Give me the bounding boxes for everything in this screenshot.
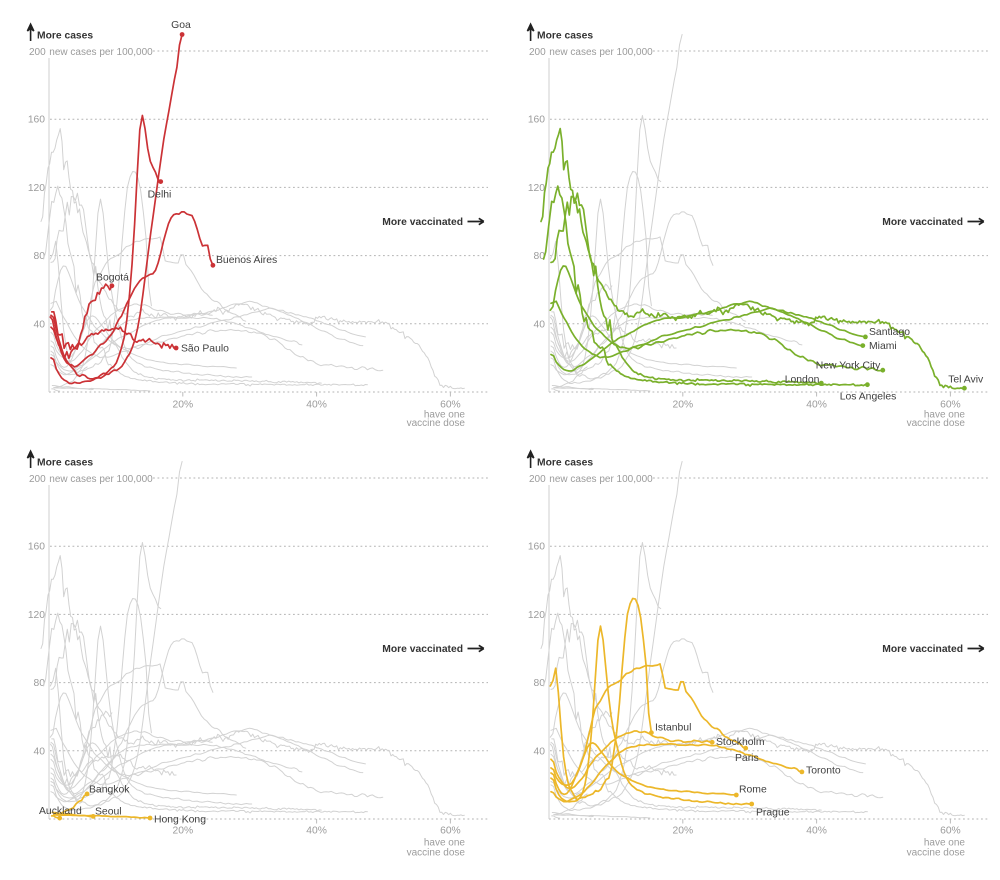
svg-text:Rome: Rome	[739, 785, 767, 796]
svg-text:Seoul: Seoul	[95, 807, 122, 818]
svg-text:60%: 60%	[440, 826, 461, 837]
svg-text:40: 40	[534, 319, 546, 330]
svg-text:London: London	[785, 374, 820, 385]
svg-text:80: 80	[34, 251, 46, 262]
svg-text:Toronto: Toronto	[806, 766, 841, 777]
svg-text:40: 40	[534, 746, 546, 757]
svg-text:200 new cases per 100,000: 200 new cases per 100,000	[29, 474, 153, 485]
svg-text:Buenos Aires: Buenos Aires	[216, 255, 277, 266]
svg-text:120: 120	[528, 183, 545, 194]
svg-text:40%: 40%	[806, 400, 827, 411]
svg-text:Los Angeles: Los Angeles	[840, 392, 897, 403]
svg-text:Stockholm: Stockholm	[716, 737, 765, 748]
svg-text:More vaccinated: More vaccinated	[382, 217, 463, 228]
svg-text:Auckland: Auckland	[39, 806, 82, 817]
svg-text:20%: 20%	[672, 826, 693, 837]
svg-text:120: 120	[28, 610, 45, 621]
svg-text:120: 120	[528, 610, 545, 621]
svg-text:160: 160	[28, 115, 45, 126]
svg-text:More cases: More cases	[37, 30, 93, 41]
svg-text:40: 40	[34, 746, 46, 757]
svg-text:More vaccinated: More vaccinated	[882, 217, 963, 228]
svg-text:have one: have one	[424, 410, 466, 421]
svg-text:60%: 60%	[940, 400, 961, 411]
svg-text:200 new cases per 100,000: 200 new cases per 100,000	[529, 474, 653, 485]
svg-text:160: 160	[528, 115, 545, 126]
svg-text:Miami: Miami	[869, 341, 897, 352]
svg-text:200 new cases per 100,000: 200 new cases per 100,000	[29, 47, 153, 58]
svg-text:80: 80	[534, 678, 546, 689]
svg-text:have one: have one	[924, 838, 966, 849]
svg-text:More cases: More cases	[37, 457, 93, 468]
svg-text:More cases: More cases	[537, 30, 593, 41]
svg-text:160: 160	[528, 542, 545, 553]
svg-text:More cases: More cases	[537, 457, 593, 468]
svg-text:200 new cases per 100,000: 200 new cases per 100,000	[529, 47, 653, 58]
svg-text:40%: 40%	[306, 400, 327, 411]
svg-text:New York City: New York City	[816, 361, 881, 372]
svg-text:160: 160	[28, 542, 45, 553]
svg-text:vaccine dose: vaccine dose	[907, 848, 966, 859]
svg-text:20%: 20%	[172, 400, 193, 411]
svg-text:80: 80	[534, 251, 546, 262]
svg-text:Tel Aviv: Tel Aviv	[948, 374, 984, 385]
svg-text:vaccine dose: vaccine dose	[407, 848, 466, 859]
svg-text:Bangkok: Bangkok	[89, 785, 130, 796]
svg-text:Bogotá: Bogotá	[96, 273, 129, 284]
svg-text:40: 40	[34, 319, 46, 330]
svg-text:Goa: Goa	[171, 20, 191, 31]
svg-text:Santiago: Santiago	[869, 327, 910, 338]
svg-text:vaccine dose: vaccine dose	[907, 418, 966, 429]
svg-text:40%: 40%	[806, 826, 827, 837]
svg-text:Delhi: Delhi	[148, 190, 172, 201]
svg-text:Hong Kong: Hong Kong	[154, 815, 206, 826]
svg-text:Paris: Paris	[735, 753, 759, 764]
svg-text:have one: have one	[924, 410, 966, 421]
svg-text:have one: have one	[424, 838, 466, 849]
svg-text:More vaccinated: More vaccinated	[882, 644, 963, 655]
svg-text:80: 80	[34, 678, 46, 689]
svg-text:São Paulo: São Paulo	[181, 344, 229, 355]
svg-text:Istanbul: Istanbul	[655, 723, 691, 734]
svg-text:More vaccinated: More vaccinated	[382, 644, 463, 655]
svg-text:60%: 60%	[940, 826, 961, 837]
svg-text:20%: 20%	[672, 400, 693, 411]
svg-text:20%: 20%	[172, 826, 193, 837]
svg-text:120: 120	[28, 183, 45, 194]
svg-text:Prague: Prague	[756, 808, 790, 819]
svg-text:40%: 40%	[306, 826, 327, 837]
svg-text:vaccine dose: vaccine dose	[407, 418, 466, 429]
svg-text:60%: 60%	[440, 400, 461, 411]
